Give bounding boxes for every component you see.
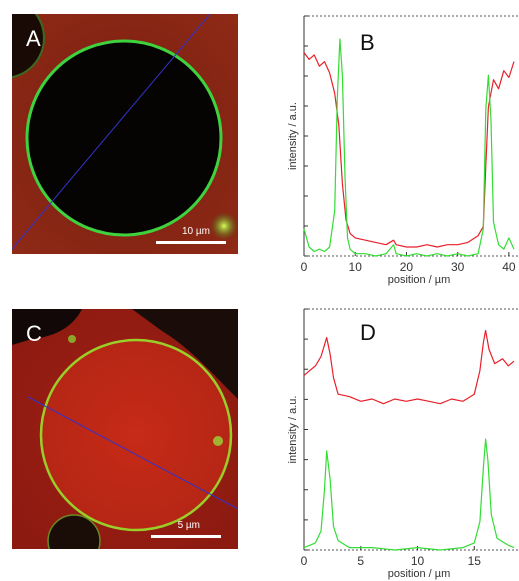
y-axis-label: intensity / a.u. xyxy=(287,396,299,464)
plot-b: B 0 10 20 30 40 position / µm intensity / a.u. xyxy=(282,0,519,290)
red-channel-line xyxy=(303,52,515,248)
micrograph-c-image xyxy=(12,309,238,549)
bright-spot xyxy=(210,212,238,240)
x-tick-label: 40 xyxy=(502,260,516,274)
micrograph-a: A 10 µm xyxy=(12,14,238,254)
x-tick-label: 5 xyxy=(357,554,364,568)
plot-d: D 0 5 10 15 position / µm intensity / a.u. xyxy=(282,296,519,581)
line-profile xyxy=(27,396,238,510)
x-tick-label: 30 xyxy=(451,260,465,274)
x-tick-label: 0 xyxy=(301,554,308,568)
x-tick-label: 10 xyxy=(349,260,363,274)
panel-letter-b: B xyxy=(360,30,375,55)
dark-region-right xyxy=(132,309,238,399)
x-axis-label: position / µm xyxy=(388,274,451,286)
vesicle-membrane xyxy=(25,39,223,237)
panel-letter-d: D xyxy=(360,320,376,345)
intensity-profile-chart-b: B 0 10 20 30 40 position / µm intensity / a.u. xyxy=(287,15,519,286)
micrograph-a-image xyxy=(12,14,238,254)
x-tick-label: 10 xyxy=(411,554,425,568)
vesicle-interior xyxy=(27,41,221,235)
micrograph-c: C 5 µm xyxy=(12,309,238,549)
dark-region xyxy=(12,309,82,345)
scalebar-label-a: 10 µm xyxy=(182,226,210,237)
scalebar-a xyxy=(156,241,226,244)
intensity-profile-chart-d: D 0 5 10 15 position / µm intensity / a.u. xyxy=(287,308,519,580)
x-tick-label: 15 xyxy=(468,554,482,568)
scalebar-label-c: 5 µm xyxy=(177,520,200,531)
x-tick-label: 20 xyxy=(400,260,414,274)
line-profile xyxy=(12,14,211,250)
y-axis-label: intensity / a.u. xyxy=(287,102,299,170)
green-channel-line xyxy=(303,438,515,551)
vesicle-interior xyxy=(41,340,231,530)
green-channel-line xyxy=(303,38,515,257)
vesicle-membrane xyxy=(39,338,233,532)
red-channel-line xyxy=(303,329,515,405)
scalebar-c xyxy=(151,535,221,538)
x-tick-label: 0 xyxy=(301,260,308,274)
neighbor-vesicle xyxy=(48,515,100,549)
panel-letter-c: C xyxy=(26,321,42,346)
panel-letter-a: A xyxy=(26,26,41,51)
x-axis-label: position / µm xyxy=(388,568,451,580)
